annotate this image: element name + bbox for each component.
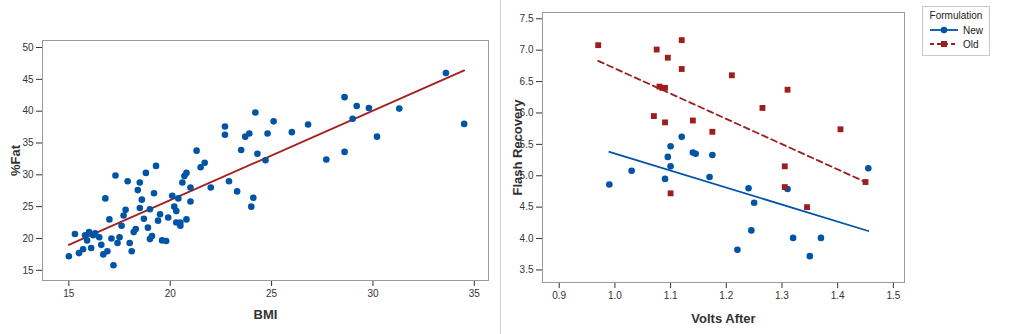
html-text:Old: Old xyxy=(963,38,979,50)
svg-text:6.0: 6.0 xyxy=(519,107,534,119)
svg-text:Flash Recovery: Flash Recovery xyxy=(510,99,525,196)
html-text:New: New xyxy=(963,24,983,36)
svg-text:20: 20 xyxy=(165,288,177,299)
svg-text:30: 30 xyxy=(367,288,379,299)
svg-text:0.9: 0.9 xyxy=(552,290,566,301)
svg-text:3.5: 3.5 xyxy=(520,264,534,275)
svg-text:50: 50 xyxy=(22,42,34,53)
svg-text:15: 15 xyxy=(63,288,75,299)
svg-text:1.0: 1.0 xyxy=(608,290,622,301)
svg-text:1.3: 1.3 xyxy=(775,290,789,301)
svg-text:35: 35 xyxy=(469,288,481,299)
svg-text:15: 15 xyxy=(22,265,34,276)
svg-text:35: 35 xyxy=(22,137,34,148)
svg-text:4.0: 4.0 xyxy=(520,233,534,244)
svg-text:Volts After: Volts After xyxy=(691,311,755,326)
svg-text:BMI: BMI xyxy=(254,307,278,322)
svg-text:30: 30 xyxy=(22,169,34,180)
svg-text:25: 25 xyxy=(266,288,278,299)
svg-text:5.0: 5.0 xyxy=(519,170,534,181)
svg-text:1.1: 1.1 xyxy=(664,290,678,301)
svg-text:1.5: 1.5 xyxy=(886,290,900,301)
svg-text:7.0: 7.0 xyxy=(520,44,534,55)
svg-text:4.5: 4.5 xyxy=(520,201,534,212)
svg-text:1.4: 1.4 xyxy=(831,290,845,301)
html-text:Formulation: Formulation xyxy=(929,10,983,21)
svg-text:45: 45 xyxy=(22,74,34,85)
svg-text:5.5: 5.5 xyxy=(519,138,534,150)
svg-text:%Fat: %Fat xyxy=(8,144,23,176)
svg-text:6.5: 6.5 xyxy=(520,76,534,87)
svg-text:25: 25 xyxy=(22,201,34,212)
svg-text:7.5: 7.5 xyxy=(520,13,534,24)
svg-text:40: 40 xyxy=(22,105,34,116)
svg-text:1.2: 1.2 xyxy=(719,290,733,301)
svg-text:20: 20 xyxy=(22,233,34,244)
